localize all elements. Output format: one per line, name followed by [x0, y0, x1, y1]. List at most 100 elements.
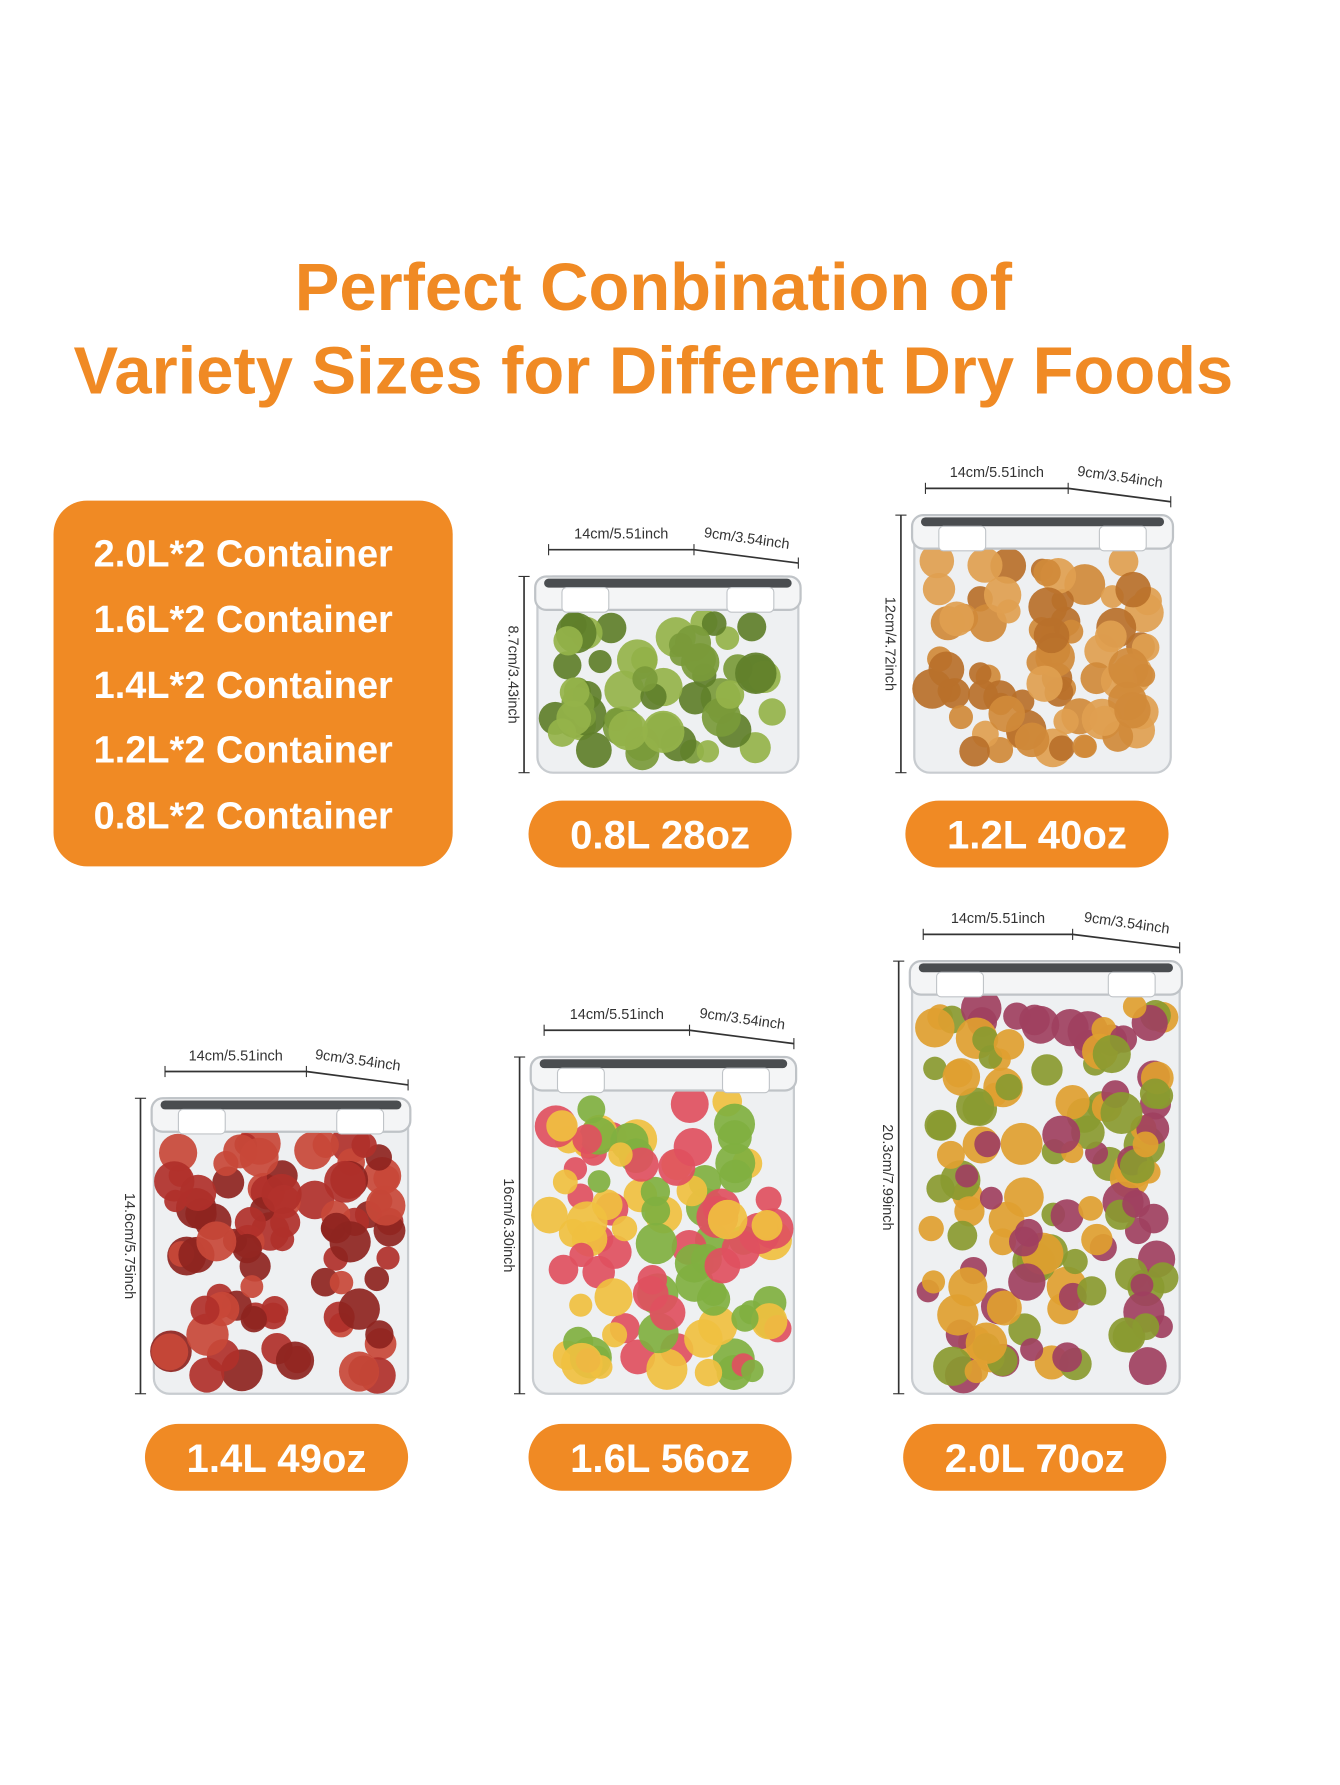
food — [608, 710, 648, 751]
food — [988, 695, 1026, 733]
food — [546, 1110, 578, 1142]
food — [1072, 734, 1097, 759]
food — [1094, 620, 1127, 653]
food — [1049, 735, 1075, 761]
food — [1077, 1276, 1107, 1306]
food — [531, 1196, 568, 1234]
food — [270, 1207, 301, 1238]
food — [993, 1029, 1025, 1060]
container: 14cm/5.51inch 9cm/3.54inch 20.3cm/7.99inch… — [879, 910, 1184, 1491]
food — [1108, 546, 1139, 577]
food — [1033, 617, 1070, 654]
lid-seal — [160, 1100, 402, 1110]
capacity-label: 1.4L 49oz — [187, 1436, 367, 1481]
latch — [177, 1108, 226, 1135]
food — [939, 601, 975, 637]
title-line: Perfect Conbination of — [295, 250, 1013, 325]
food — [595, 612, 627, 644]
food — [608, 1142, 633, 1167]
food — [673, 1127, 712, 1167]
food — [1053, 708, 1079, 735]
food — [373, 1165, 400, 1192]
food — [1031, 1054, 1063, 1086]
food — [965, 1322, 1008, 1364]
food — [329, 1270, 354, 1295]
food — [696, 740, 720, 763]
container: 14cm/5.51inch 9cm/3.54inch 12cm/4.72inch 1.… — [881, 464, 1175, 868]
food — [694, 1358, 723, 1387]
food — [275, 1341, 315, 1380]
food — [954, 1196, 985, 1227]
food — [928, 651, 965, 688]
dim-line — [306, 1070, 409, 1086]
food — [1042, 1115, 1081, 1154]
food — [376, 1246, 400, 1270]
food — [731, 1304, 759, 1332]
food — [223, 1134, 258, 1169]
food — [974, 1131, 1001, 1158]
food — [719, 1159, 752, 1193]
food — [1014, 722, 1050, 758]
set-list-box — [53, 500, 453, 867]
food — [1071, 1115, 1105, 1150]
lid-seal — [544, 578, 792, 588]
food — [351, 1132, 377, 1158]
food — [933, 1346, 973, 1386]
food — [701, 611, 727, 636]
height-label: 16cm/6.30inch — [500, 1178, 516, 1272]
width-label: 14cm/5.51inch — [574, 527, 668, 543]
food — [684, 1319, 723, 1358]
width-label: 14cm/5.51inch — [570, 1007, 664, 1023]
food — [936, 1140, 965, 1169]
food — [1092, 1035, 1131, 1074]
set-item: 1.2L*2 Container — [94, 730, 393, 772]
food — [553, 626, 583, 656]
food — [587, 1170, 611, 1193]
latch — [336, 1108, 385, 1135]
food — [969, 662, 992, 685]
food — [575, 732, 612, 769]
food — [948, 1267, 988, 1307]
food — [641, 1196, 671, 1226]
food — [926, 1174, 955, 1203]
food — [967, 547, 1003, 583]
food — [1008, 1263, 1046, 1301]
height-label: 20.3cm/7.99inch — [879, 1124, 895, 1230]
food — [1033, 558, 1061, 587]
food — [552, 1169, 578, 1195]
food — [1147, 1262, 1179, 1294]
food — [956, 1087, 995, 1126]
food — [918, 1215, 944, 1242]
food — [1020, 1338, 1044, 1362]
food — [1052, 1342, 1083, 1373]
container: 14cm/5.51inch 9cm/3.54inch 16cm/6.30inch 1.… — [500, 1006, 798, 1491]
food — [561, 1342, 603, 1385]
food — [569, 1242, 594, 1268]
food — [642, 710, 685, 754]
latch — [561, 587, 610, 613]
food — [365, 1320, 394, 1349]
food — [196, 1221, 237, 1262]
food — [964, 1359, 989, 1384]
food — [591, 1189, 623, 1221]
food — [995, 1073, 1022, 1101]
food — [1028, 587, 1068, 627]
food — [577, 1095, 606, 1124]
food — [365, 1185, 406, 1226]
depth-label: 9cm/3.54inch — [703, 525, 791, 553]
lid-seal — [539, 1059, 788, 1069]
food — [707, 1199, 748, 1240]
food — [751, 1209, 783, 1241]
food — [588, 649, 612, 674]
food — [547, 718, 577, 747]
food — [755, 1186, 782, 1213]
food — [1026, 665, 1063, 702]
food — [240, 1305, 267, 1333]
width-label: 14cm/5.51inch — [189, 1048, 283, 1064]
food — [670, 1085, 709, 1124]
food — [924, 1109, 956, 1141]
lid-seal — [920, 517, 1165, 527]
food — [922, 572, 956, 606]
dim-line — [693, 548, 799, 564]
height-label: 14.6cm/5.75inch — [121, 1193, 137, 1299]
